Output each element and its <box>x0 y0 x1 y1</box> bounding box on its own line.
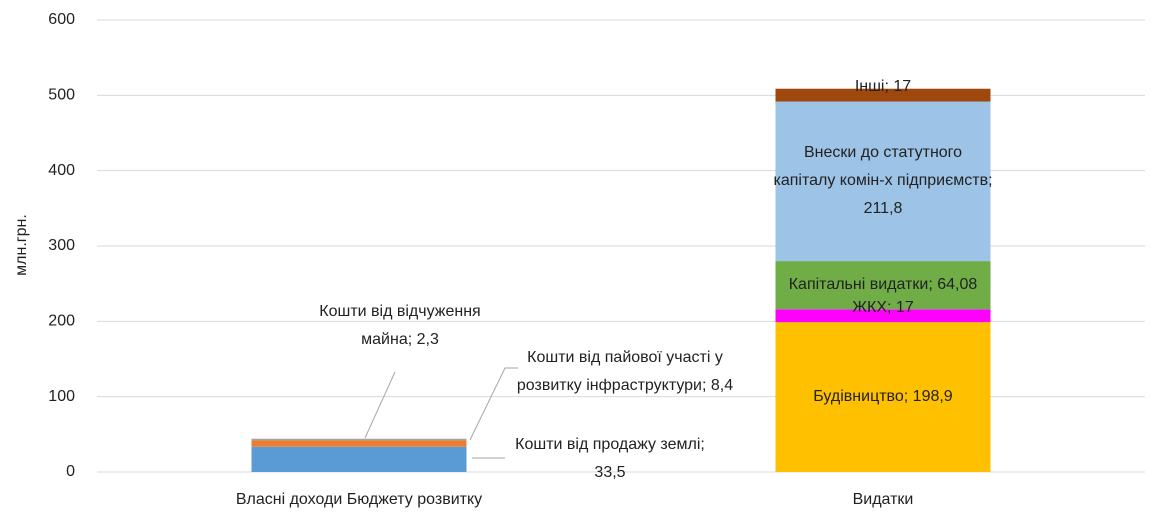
bar-segment <box>775 88 991 102</box>
bar-segment <box>775 322 991 472</box>
y-tick-label: 200 <box>48 313 75 330</box>
y-tick-label: 600 <box>48 11 75 28</box>
data-label: ЖКХ; 17 <box>852 298 914 316</box>
bar-segment <box>251 446 467 472</box>
bar-segment <box>775 309 991 323</box>
data-label: Кошти від продажу землі; 33,5 <box>515 436 705 481</box>
y-tick-label: 300 <box>48 237 75 254</box>
y-tick-label: 400 <box>48 162 75 179</box>
data-label: Будівництво; 198,9 <box>813 388 953 406</box>
y-tick-label: 0 <box>66 463 75 480</box>
data-label: Кошти від пайової участі у розвитку інфр… <box>516 349 734 394</box>
leader-line <box>469 367 518 441</box>
data-label: Інші; 17 <box>854 78 912 96</box>
data-label: Кошти від відчуження майна; 2,3 <box>319 303 481 348</box>
x-tick-label: Видатки <box>853 491 914 508</box>
data-label: Капітальні видатки; 64,08 <box>788 276 978 294</box>
bar-segment <box>251 440 467 447</box>
bar-segment <box>775 261 991 310</box>
x-tick-label: Власні доходи Бюджету розвитку <box>236 491 482 508</box>
bar-segment <box>775 101 991 262</box>
y-axis-label: млн.грн. <box>13 214 30 276</box>
bar-segment <box>251 438 467 441</box>
y-tick-label: 500 <box>48 87 75 104</box>
y-tick-label: 100 <box>48 388 75 405</box>
leader-line <box>364 371 396 439</box>
data-label: Внески до статутного капіталу комін-х пі… <box>773 144 993 218</box>
